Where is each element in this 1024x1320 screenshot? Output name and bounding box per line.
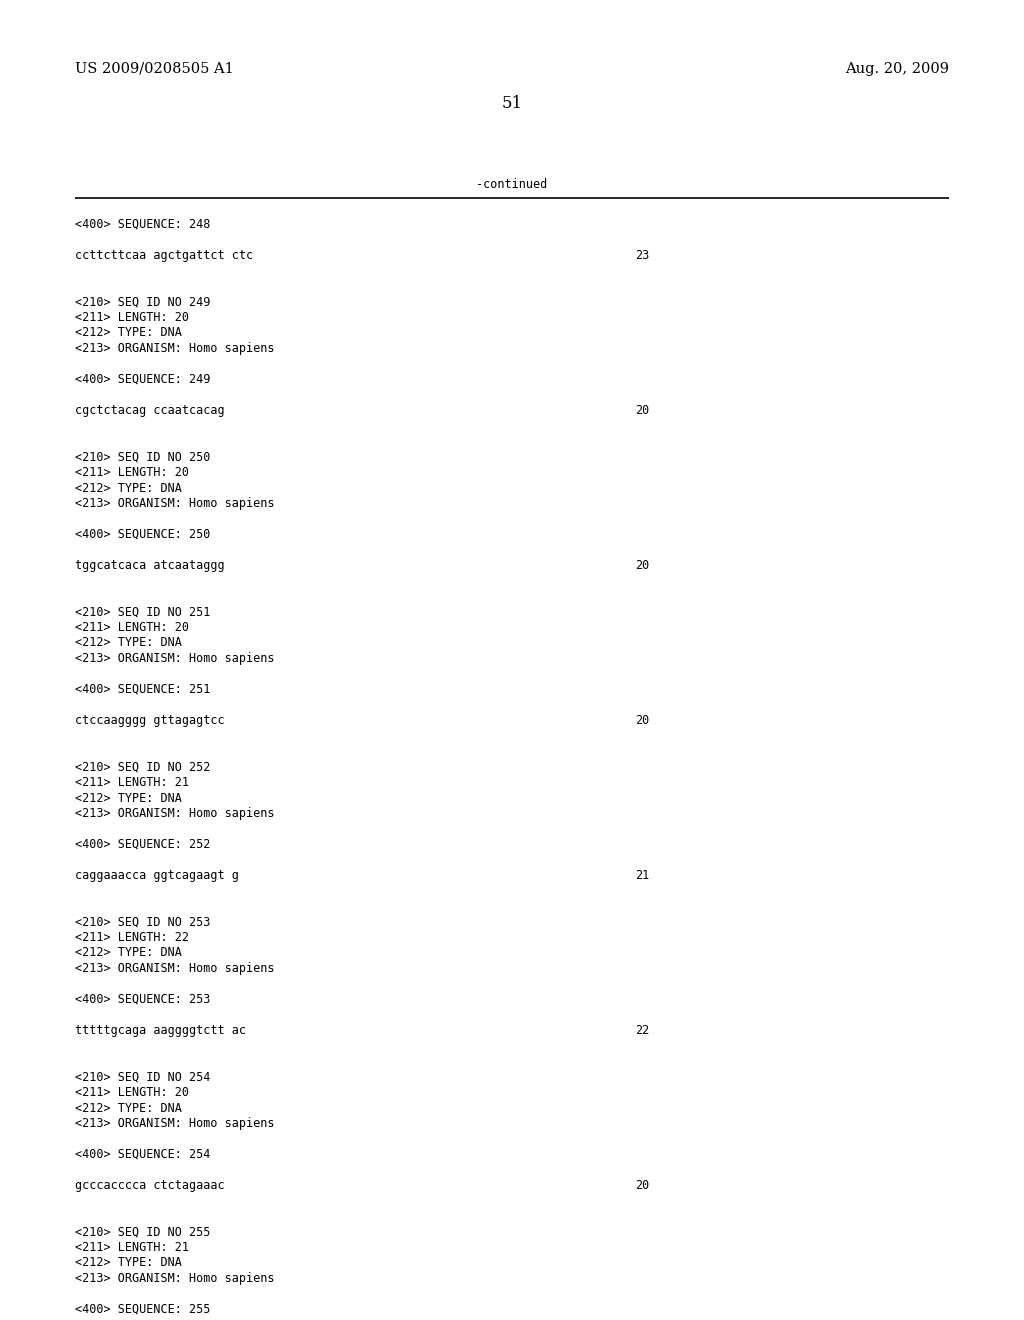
- Text: <400> SEQUENCE: 250: <400> SEQUENCE: 250: [75, 528, 210, 541]
- Text: 20: 20: [635, 558, 649, 572]
- Text: <210> SEQ ID NO 253: <210> SEQ ID NO 253: [75, 916, 210, 928]
- Text: 22: 22: [635, 1024, 649, 1038]
- Text: Aug. 20, 2009: Aug. 20, 2009: [845, 62, 949, 77]
- Text: <400> SEQUENCE: 252: <400> SEQUENCE: 252: [75, 838, 210, 851]
- Text: <212> TYPE: DNA: <212> TYPE: DNA: [75, 792, 182, 804]
- Text: gcccacccca ctctagaaac: gcccacccca ctctagaaac: [75, 1179, 224, 1192]
- Text: <212> TYPE: DNA: <212> TYPE: DNA: [75, 946, 182, 960]
- Text: caggaaacca ggtcagaagt g: caggaaacca ggtcagaagt g: [75, 869, 239, 882]
- Text: <210> SEQ ID NO 255: <210> SEQ ID NO 255: [75, 1225, 210, 1238]
- Text: -continued: -continued: [476, 178, 548, 191]
- Text: 23: 23: [635, 249, 649, 261]
- Text: <211> LENGTH: 20: <211> LENGTH: 20: [75, 466, 189, 479]
- Text: <210> SEQ ID NO 249: <210> SEQ ID NO 249: [75, 296, 210, 309]
- Text: <211> LENGTH: 21: <211> LENGTH: 21: [75, 1241, 189, 1254]
- Text: ccttcttcaa agctgattct ctc: ccttcttcaa agctgattct ctc: [75, 249, 253, 261]
- Text: US 2009/0208505 A1: US 2009/0208505 A1: [75, 62, 233, 77]
- Text: 20: 20: [635, 1179, 649, 1192]
- Text: tggcatcaca atcaataggg: tggcatcaca atcaataggg: [75, 558, 224, 572]
- Text: <210> SEQ ID NO 254: <210> SEQ ID NO 254: [75, 1071, 210, 1084]
- Text: <400> SEQUENCE: 255: <400> SEQUENCE: 255: [75, 1303, 210, 1316]
- Text: <400> SEQUENCE: 251: <400> SEQUENCE: 251: [75, 682, 210, 696]
- Text: <213> ORGANISM: Homo sapiens: <213> ORGANISM: Homo sapiens: [75, 1272, 274, 1284]
- Text: <211> LENGTH: 21: <211> LENGTH: 21: [75, 776, 189, 789]
- Text: <213> ORGANISM: Homo sapiens: <213> ORGANISM: Homo sapiens: [75, 652, 274, 665]
- Text: <213> ORGANISM: Homo sapiens: <213> ORGANISM: Homo sapiens: [75, 962, 274, 975]
- Text: <211> LENGTH: 20: <211> LENGTH: 20: [75, 312, 189, 323]
- Text: <213> ORGANISM: Homo sapiens: <213> ORGANISM: Homo sapiens: [75, 342, 274, 355]
- Text: <400> SEQUENCE: 253: <400> SEQUENCE: 253: [75, 993, 210, 1006]
- Text: <400> SEQUENCE: 248: <400> SEQUENCE: 248: [75, 218, 210, 231]
- Text: tttttgcaga aaggggtctt ac: tttttgcaga aaggggtctt ac: [75, 1024, 246, 1038]
- Text: <210> SEQ ID NO 252: <210> SEQ ID NO 252: [75, 760, 210, 774]
- Text: <213> ORGANISM: Homo sapiens: <213> ORGANISM: Homo sapiens: [75, 498, 274, 510]
- Text: 51: 51: [502, 95, 522, 112]
- Text: ctccaagggg gttagagtcc: ctccaagggg gttagagtcc: [75, 714, 224, 727]
- Text: <212> TYPE: DNA: <212> TYPE: DNA: [75, 1257, 182, 1270]
- Text: <400> SEQUENCE: 249: <400> SEQUENCE: 249: [75, 374, 210, 385]
- Text: <211> LENGTH: 22: <211> LENGTH: 22: [75, 931, 189, 944]
- Text: 21: 21: [635, 869, 649, 882]
- Text: <212> TYPE: DNA: <212> TYPE: DNA: [75, 636, 182, 649]
- Text: 20: 20: [635, 714, 649, 727]
- Text: <210> SEQ ID NO 250: <210> SEQ ID NO 250: [75, 450, 210, 463]
- Text: <211> LENGTH: 20: <211> LENGTH: 20: [75, 1086, 189, 1100]
- Text: <212> TYPE: DNA: <212> TYPE: DNA: [75, 1101, 182, 1114]
- Text: <213> ORGANISM: Homo sapiens: <213> ORGANISM: Homo sapiens: [75, 807, 274, 820]
- Text: <211> LENGTH: 20: <211> LENGTH: 20: [75, 620, 189, 634]
- Text: cgctctacag ccaatcacag: cgctctacag ccaatcacag: [75, 404, 224, 417]
- Text: <210> SEQ ID NO 251: <210> SEQ ID NO 251: [75, 606, 210, 619]
- Text: 20: 20: [635, 404, 649, 417]
- Text: <212> TYPE: DNA: <212> TYPE: DNA: [75, 482, 182, 495]
- Text: <213> ORGANISM: Homo sapiens: <213> ORGANISM: Homo sapiens: [75, 1117, 274, 1130]
- Text: <212> TYPE: DNA: <212> TYPE: DNA: [75, 326, 182, 339]
- Text: <400> SEQUENCE: 254: <400> SEQUENCE: 254: [75, 1148, 210, 1162]
